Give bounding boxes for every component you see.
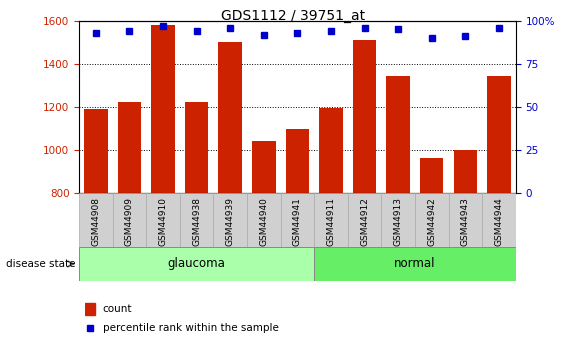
Text: GDS1112 / 39751_at: GDS1112 / 39751_at [221,9,365,23]
Text: GSM44911: GSM44911 [326,197,335,246]
Bar [84,109,108,193]
Bar [454,150,477,193]
Bar [353,40,376,193]
FancyBboxPatch shape [113,193,146,247]
Bar [386,76,410,193]
Bar [219,42,242,193]
Bar [420,158,444,193]
Bar [285,129,309,193]
FancyBboxPatch shape [281,193,314,247]
Bar [118,101,141,193]
Text: GSM44941: GSM44941 [293,197,302,246]
Text: glaucoma: glaucoma [168,257,226,270]
FancyBboxPatch shape [247,193,281,247]
FancyBboxPatch shape [213,193,247,247]
Text: GSM44943: GSM44943 [461,197,470,246]
FancyBboxPatch shape [314,193,347,247]
Bar [319,108,343,193]
FancyBboxPatch shape [381,193,415,247]
FancyBboxPatch shape [146,193,180,247]
Bar [252,141,275,193]
Text: GSM44942: GSM44942 [427,197,436,246]
Text: count: count [103,304,132,314]
Bar [85,303,95,315]
Text: GSM44910: GSM44910 [159,197,168,246]
Text: normal: normal [394,257,435,270]
Bar [487,76,510,193]
Text: GSM44908: GSM44908 [91,197,100,246]
Text: GSM44913: GSM44913 [394,197,403,246]
Text: GSM44944: GSM44944 [495,197,503,246]
FancyBboxPatch shape [314,247,516,281]
Bar [185,101,209,193]
Text: GSM44938: GSM44938 [192,197,201,246]
FancyBboxPatch shape [347,193,381,247]
FancyBboxPatch shape [180,193,213,247]
FancyBboxPatch shape [415,193,448,247]
FancyBboxPatch shape [79,193,113,247]
Text: percentile rank within the sample: percentile rank within the sample [103,323,278,333]
Text: disease state: disease state [6,259,76,269]
FancyBboxPatch shape [79,247,314,281]
FancyBboxPatch shape [482,193,516,247]
Text: GSM44912: GSM44912 [360,197,369,246]
Text: GSM44940: GSM44940 [260,197,268,246]
FancyBboxPatch shape [448,193,482,247]
Bar [151,25,175,193]
Text: GSM44909: GSM44909 [125,197,134,246]
Text: GSM44939: GSM44939 [226,197,235,246]
